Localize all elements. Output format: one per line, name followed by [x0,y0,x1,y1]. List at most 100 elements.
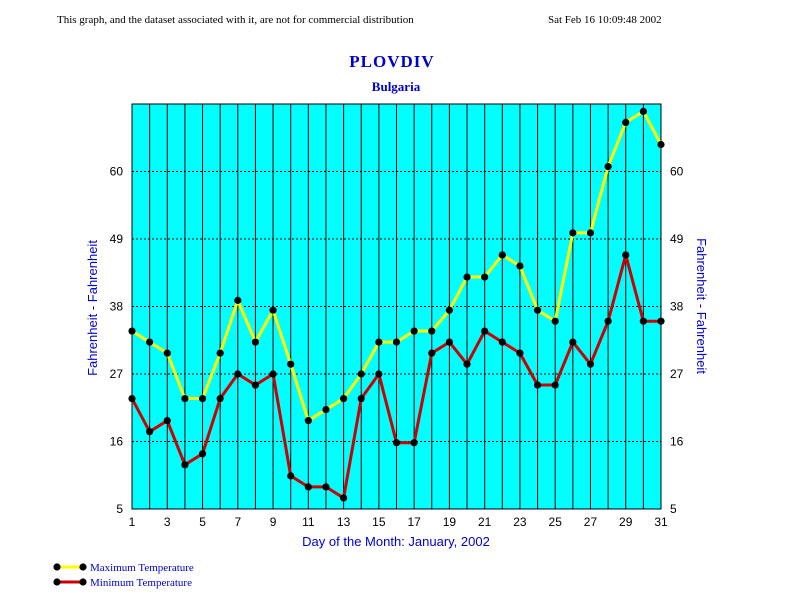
legend-marker-start [53,578,61,586]
data-point-day-17 [410,439,418,447]
y-axis-label-left: Fahrenheit - Fahrenheit [85,240,100,376]
x-tick-9: 9 [270,515,277,529]
data-point-day-8 [251,338,260,346]
series-layer [128,107,665,502]
x-axis-label: Day of the Month: January, 2002 [302,534,490,549]
data-point-day-22 [498,251,506,259]
data-point-day-27 [586,229,595,237]
data-point-day-2 [146,338,154,346]
x-tick-27: 27 [584,515,598,529]
data-point-day-20 [463,360,471,368]
data-point-day-29 [622,251,630,259]
data-point-day-14 [357,370,365,378]
legend-label: Minimum Temperature [90,577,192,589]
legend-marker-start [53,563,61,571]
data-point-day-24 [533,306,542,314]
data-point-day-4 [181,394,189,403]
x-tick-19: 19 [443,515,457,529]
x-tick-17: 17 [407,515,421,529]
data-point-day-26 [569,338,577,346]
x-tick-13: 13 [337,515,351,529]
disclaimer-text: This graph, and the dataset associated w… [57,14,414,26]
y-tick-right-49: 49 [670,232,684,246]
data-point-day-15 [375,370,383,378]
data-point-day-24 [533,381,542,389]
data-point-day-16 [392,338,401,346]
data-point-day-29 [622,118,630,127]
data-point-day-31 [657,317,665,325]
x-tick-7: 7 [234,515,241,529]
chart-title: PLOVDIV [349,52,434,71]
data-point-day-12 [322,483,330,491]
x-tick-11: 11 [302,515,315,529]
data-point-day-19 [445,306,453,314]
data-point-day-23 [516,262,524,270]
data-point-day-1 [128,394,136,403]
x-tick-15: 15 [372,515,386,529]
y-tick-right-5: 5 [670,502,677,516]
data-point-day-9 [269,370,277,378]
x-tick-31: 31 [654,515,668,529]
data-point-day-12 [322,405,330,414]
legend-marker-end [79,563,87,571]
data-point-day-5 [198,450,207,458]
y-tick-labels-left: 5 16 27 38 49 60 [110,165,124,517]
y-tick-right-27: 27 [670,367,684,381]
data-point-day-6 [216,394,224,403]
data-point-day-31 [657,140,665,149]
data-point-day-17 [410,327,418,335]
data-point-day-19 [445,338,453,346]
y-axis-label-right: Fahrenheit - Fahrenheit [694,238,709,374]
data-point-day-7 [234,296,242,304]
legend-label: Maximum Temperature [90,562,194,574]
y-tick-left-5: 5 [116,502,123,516]
data-point-day-9 [269,306,277,314]
data-point-day-18 [428,349,436,357]
y-tick-left-60: 60 [110,165,124,179]
timestamp-text: Sat Feb 16 10:09:48 2002 [548,14,662,26]
legend-item-maximum: Maximum Temperature [53,562,194,574]
data-point-day-11 [304,483,312,491]
data-point-day-26 [569,229,577,237]
data-point-day-28 [604,162,612,171]
data-point-day-3 [163,349,171,357]
y-tick-left-27: 27 [110,367,124,381]
data-point-day-5 [198,394,207,403]
series-minimum-temperature [128,251,665,502]
x-tick-labels: 1 3 5 7 9 11 13 15 17 19 21 23 25 27 29 31 [129,515,668,529]
data-point-day-16 [392,439,401,447]
data-point-day-13 [340,494,348,502]
data-point-day-10 [287,360,295,368]
data-point-day-6 [216,349,224,357]
y-tick-left-16: 16 [110,435,124,449]
plot-frame [131,103,662,510]
data-point-day-25 [551,381,559,389]
data-point-day-1 [128,327,136,335]
x-tick-5: 5 [199,515,206,529]
x-tick-29: 29 [619,515,633,529]
x-tick-3: 3 [164,515,171,529]
x-tick-25: 25 [549,515,563,529]
x-tick-21: 21 [478,515,492,529]
data-point-day-18 [428,327,436,335]
data-point-day-21 [481,273,489,281]
data-point-day-10 [287,472,295,480]
data-point-day-20 [463,273,471,281]
y-tick-right-38: 38 [670,300,684,314]
legend-marker-end [79,578,87,586]
data-point-day-30 [639,317,647,325]
data-point-day-13 [340,394,348,403]
data-point-day-15 [375,338,383,346]
y-tick-right-60: 60 [670,165,684,179]
series-maximum-temperature [128,107,665,425]
data-point-day-25 [551,317,559,325]
data-point-day-30 [639,107,647,115]
data-point-day-7 [234,370,242,378]
x-tick-23: 23 [513,515,527,529]
y-tick-left-38: 38 [110,300,124,314]
legend-item-minimum: Minimum Temperature [53,577,192,589]
data-point-day-21 [481,327,489,335]
x-tick-1: 1 [129,515,136,529]
data-point-day-23 [516,349,524,357]
